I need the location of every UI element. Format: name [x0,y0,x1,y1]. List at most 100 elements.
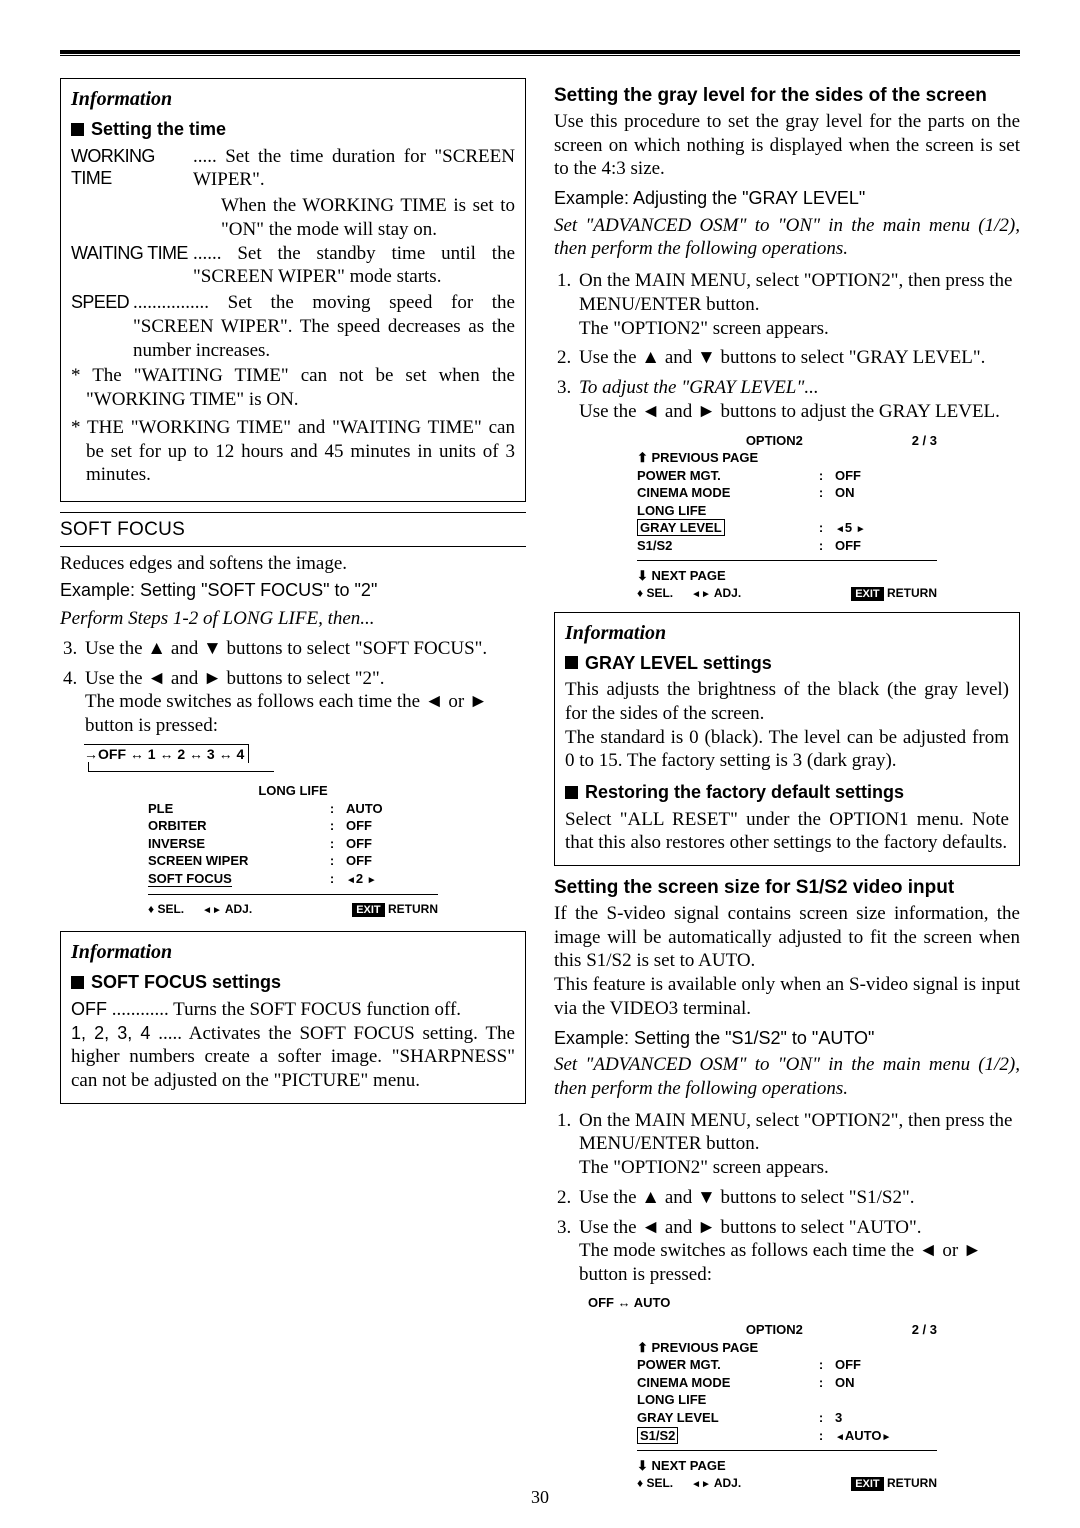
restore-desc: Select "ALL RESET" under the OPTION1 men… [565,808,1009,856]
menu3-prev: PREVIOUS PAGE [652,1340,759,1355]
gl-settings-label: GRAY LEVEL settings [585,652,772,675]
menu3-next: NEXT PAGE [652,1458,726,1473]
info-heading: Information [71,940,515,965]
speed-row: SPEED ................ Set the moving sp… [71,291,515,362]
menu-row-colon: : [318,817,346,835]
waiting-time-text: Set the standby time until the "SCREEN W… [193,243,515,288]
menu-row-value: OFF [346,835,372,853]
s1s2-head: Setting the screen size for S1/S2 video … [554,876,1020,900]
menu-row: CINEMA MODE:ON [637,484,937,502]
restore-label: Restoring the factory default settings [585,781,904,804]
mode-cycle-diagram: →OFF ↔ 1 ↔ 2 ↔ 3 ↔ 4 [74,744,526,775]
s-step3a: Use the ◄ and ► buttons to select "AUTO"… [579,1217,921,1238]
page-number: 30 [0,1486,1080,1509]
triangle-left-icon [202,902,212,916]
right-column: Setting the gray level for the sides of … [554,78,1020,1497]
menu-row-colon: : [807,1409,835,1427]
restore-head: Restoring the factory default settings [565,781,1009,804]
step-4b-text: The mode switches as follows each time t… [85,691,488,736]
setting-time-head: Setting the time [71,118,515,141]
menu-row-colon: : [807,1374,835,1392]
menu-row: S1/S2:OFF [637,537,937,555]
menu-row-label: CINEMA MODE [637,1374,807,1392]
sf-nums-row: 1, 2, 3, 4 ..... Activates the SOFT FOCU… [71,1022,515,1093]
menu-row-value: OFF [835,1356,861,1374]
gray-level-intro: Use this procedure to set the gray level… [554,110,1020,181]
info-box-gray-level: Information GRAY LEVEL settings This adj… [554,612,1020,867]
step-4a-text: Use the ◄ and ► buttons to select "2". [85,668,385,689]
r-step1: On the MAIN MENU, select "OPTION2", then… [576,269,1020,340]
menu2-page: 2 / 3 [912,432,937,450]
menu-row-colon: : [807,537,835,555]
triangle-left-icon [691,586,701,600]
square-bullet-icon [565,786,578,799]
working-time-desc2: When the WORKING TIME is set to "ON" the… [221,194,515,242]
s-step1b: The "OPTION2" screen appears. [579,1157,829,1178]
menu-row: CINEMA MODE:ON [637,1374,937,1392]
soft-focus-intro: Reduces edges and softens the image. [60,552,526,576]
footer-sel: SEL. [646,586,673,600]
sf-off-term: OFF [71,999,107,1019]
s1s2-steps: On the MAIN MENU, select "OPTION2", then… [554,1109,1020,1287]
menu-row-value: OFF [835,537,861,555]
r-step1a: On the MAIN MENU, select "OPTION2", then… [579,270,1012,315]
s-step3: Use the ◄ and ► buttons to select "AUTO"… [576,1216,1020,1287]
menu-row-value: OFF [346,817,372,835]
note-waiting: * The "WAITING TIME" can not be set when… [71,364,515,412]
s-step3b: The mode switches as follows each time t… [579,1240,982,1285]
triangle-left-icon [835,1428,845,1443]
sf-off-row: OFF ............ Turns the SOFT FOCUS fu… [71,998,515,1022]
footer-adj: ADJ. [714,586,741,600]
step-4: Use the ◄ and ► buttons to select "2". T… [82,667,526,738]
menu-row: INVERSE:OFF [148,835,438,853]
menu-row-colon [807,502,835,520]
menu-row-label: SCREEN WIPER [148,852,318,870]
diagram-text: →OFF ↔ 1 ↔ 2 ↔ 3 ↔ 4 [84,744,249,763]
menu-row: POWER MGT.:OFF [637,467,937,485]
gray-level-steps: On the MAIN MENU, select "OPTION2", then… [554,269,1020,424]
square-bullet-icon [71,976,84,989]
waiting-time-row: WAITING TIME ...... Set the standby time… [71,242,515,290]
s1s2-set-advanced: Set "ADVANCED OSM" to "ON" in the main m… [554,1053,1020,1101]
menu-row-label: S1/S2 [637,537,807,555]
menu-row-graylevel: GRAY LEVEL : 5 [637,519,937,537]
gl-p2: The standard is 0 (black). The level can… [565,726,1009,774]
menu-row: LONG LIFE [637,502,937,520]
menu-row: LONG LIFE [637,1391,937,1409]
menu-row-label: CINEMA MODE [637,484,807,502]
triangle-right-icon [882,1428,892,1443]
triangle-left-icon [835,520,845,535]
menu2-hl-colon: : [807,519,835,537]
menu-row-colon [807,1391,835,1409]
info-box-setting-time: Information Setting the time WORKING TIM… [60,78,526,502]
exit-icon: EXIT [851,587,883,601]
speed-desc: ................ Set the moving speed fo… [133,291,515,362]
menu-row-label: POWER MGT. [637,1356,807,1374]
r-step3: To adjust the "GRAY LEVEL"... Use the ◄ … [576,376,1020,424]
menu-row-value: OFF [835,467,861,485]
menu-hl-label: SOFT FOCUS [148,871,232,887]
left-column: Information Setting the time WORKING TIM… [60,78,526,1497]
r-step2-text: Use the ▲ and ▼ buttons to select "GRAY … [579,347,985,368]
info-box-soft-focus: Information SOFT FOCUS settings OFF ....… [60,931,526,1104]
menu-row-colon: : [807,467,835,485]
menu-row-label: LONG LIFE [637,502,807,520]
menu2-prev: PREVIOUS PAGE [652,450,759,465]
menu-footer: ♦ SEL. ADJ. EXIT RETURN [637,585,937,602]
menu2-next: NEXT PAGE [652,568,726,583]
gray-set-advanced: Set "ADVANCED OSM" to "ON" in the main m… [554,214,1020,262]
r-step1b: The "OPTION2" screen appears. [579,318,829,339]
menu-row-colon: : [318,800,346,818]
time-def-list: WORKING TIME ..... Set the time duration… [71,145,515,363]
menu3-hl-colon: : [807,1427,835,1445]
waiting-time-desc: ...... Set the standby time until the "S… [193,242,515,290]
menu-row-s1s2: S1/S2 : AUTO [637,1427,937,1445]
step-3: Use the ▲ and ▼ buttons to select "SOFT … [82,637,526,661]
menu-row-colon: : [807,1356,835,1374]
working-time-row: WORKING TIME ..... Set the time duration… [71,145,515,193]
sf-nums-term: 1, 2, 3, 4 [71,1023,150,1043]
menu-row-label: INVERSE [148,835,318,853]
menu2-title: OPTION2 [746,432,803,450]
menu2-hl-label: GRAY LEVEL [637,519,725,536]
s-step2: Use the ▲ and ▼ buttons to select "S1/S2… [576,1186,1020,1210]
